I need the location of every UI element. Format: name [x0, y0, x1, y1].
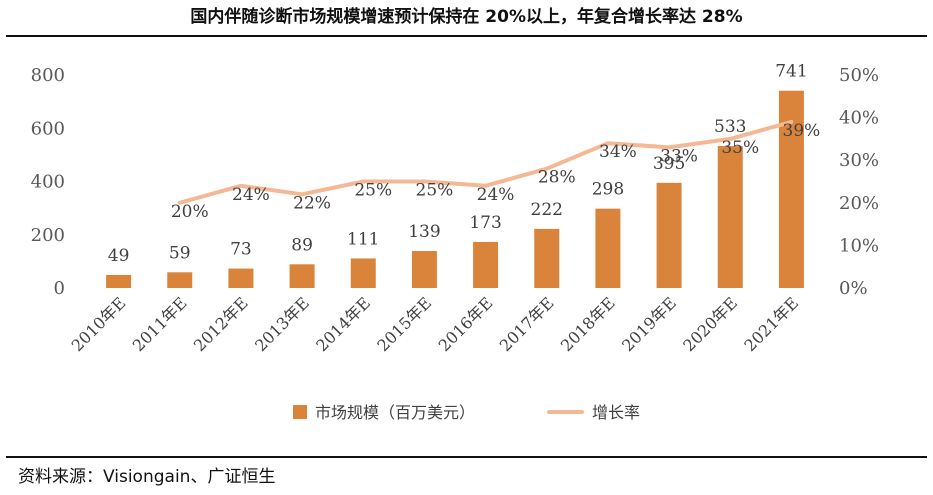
line-labels: 20% 24% 22% 25% 25% 24% 28% 34% 33% 35% 39% [171, 121, 820, 222]
bar-value-label: 59 [169, 243, 191, 263]
top-rule [6, 35, 927, 37]
line-series [177, 119, 794, 205]
left-tick-label: 400 [31, 172, 65, 193]
left-axis: 0 200 400 600 800 [31, 65, 65, 299]
x-tick-label: 2010年E [68, 293, 130, 355]
x-tick-label: 2011年E [129, 293, 191, 355]
bar [717, 146, 743, 288]
bar [595, 208, 621, 288]
chart-title: 国内伴随诊断市场规模增速预计保持在 20%以上，年复合增长率达 28% [190, 7, 743, 27]
line-value-label: 22% [293, 193, 331, 213]
line-value-label: 28% [538, 168, 576, 188]
line-value-label: 35% [721, 138, 759, 158]
left-tick-label: 200 [31, 225, 65, 246]
bar [106, 274, 132, 288]
bar [534, 228, 560, 288]
bar-value-label: 395 [653, 154, 685, 174]
legend-line-label: 增长率 [592, 403, 640, 422]
bar-series [106, 90, 804, 289]
bar-value-label: 741 [775, 62, 807, 82]
line-value-label: 34% [599, 142, 637, 162]
growth-line [177, 119, 794, 205]
bar [289, 264, 315, 288]
x-tick-label: 2018年E [557, 293, 619, 355]
bar [228, 268, 254, 288]
bar-value-label: 139 [408, 222, 440, 242]
bar-value-label: 298 [592, 180, 624, 200]
legend: 市场规模（百万美元） 增长率 [293, 403, 640, 422]
bar-value-label: 111 [347, 229, 379, 249]
left-tick-label: 600 [31, 118, 65, 139]
line-value-label: 33% [660, 146, 698, 166]
line-value-label: 25% [416, 181, 454, 201]
right-tick-label: 0% [839, 278, 868, 299]
bar-value-label: 89 [291, 235, 313, 255]
x-tick-label: 2014年E [312, 293, 374, 355]
bar-labels: 49 59 73 89 111 139 173 222 298 395 533 741 [108, 62, 808, 266]
bar [473, 241, 499, 288]
x-tick-label: 2015年E [373, 293, 435, 355]
x-tick-label: 2019年E [618, 293, 680, 355]
x-tick-label: 2016年E [435, 293, 497, 355]
bar [350, 258, 376, 288]
right-tick-label: 20% [839, 193, 879, 214]
left-tick-label: 800 [31, 65, 65, 86]
bar-value-label: 49 [108, 246, 130, 266]
line-value-label: 20% [171, 202, 209, 222]
bar [167, 272, 193, 288]
right-tick-label: 30% [839, 150, 879, 171]
source-note: 资料来源：Visiongain、广证恒生 [18, 467, 276, 487]
right-axis: 0% 10% 20% 30% 40% 50% [839, 65, 879, 299]
x-tick-label: 2012年E [190, 293, 252, 355]
bar-value-label: 222 [531, 200, 563, 220]
line-value-label: 24% [477, 185, 515, 205]
bar-value-label: 73 [230, 240, 252, 260]
x-tick-label: 2020年E [679, 293, 741, 355]
bar-value-label: 533 [714, 117, 746, 137]
legend-bar-label: 市场规模（百万美元） [315, 403, 475, 422]
bar [656, 182, 682, 288]
line-value-label: 39% [783, 121, 821, 141]
right-tick-label: 50% [839, 65, 879, 86]
legend-bar-swatch [293, 405, 307, 419]
x-tick-label: 2021年E [740, 293, 802, 355]
right-tick-label: 10% [839, 235, 879, 256]
x-tick-label: 2013年E [251, 293, 313, 355]
line-value-label: 24% [232, 185, 270, 205]
x-tick-label: 2017年E [496, 293, 558, 355]
line-value-label: 25% [354, 181, 392, 201]
bar [411, 250, 437, 288]
x-axis-labels: 2010年E 2011年E 2012年E 2013年E 2014年E 2015年E 2016… [68, 293, 803, 355]
left-tick-label: 0 [54, 278, 65, 299]
bottom-rule [6, 456, 927, 458]
bar-value-label: 173 [469, 213, 501, 233]
right-tick-label: 40% [839, 108, 879, 129]
